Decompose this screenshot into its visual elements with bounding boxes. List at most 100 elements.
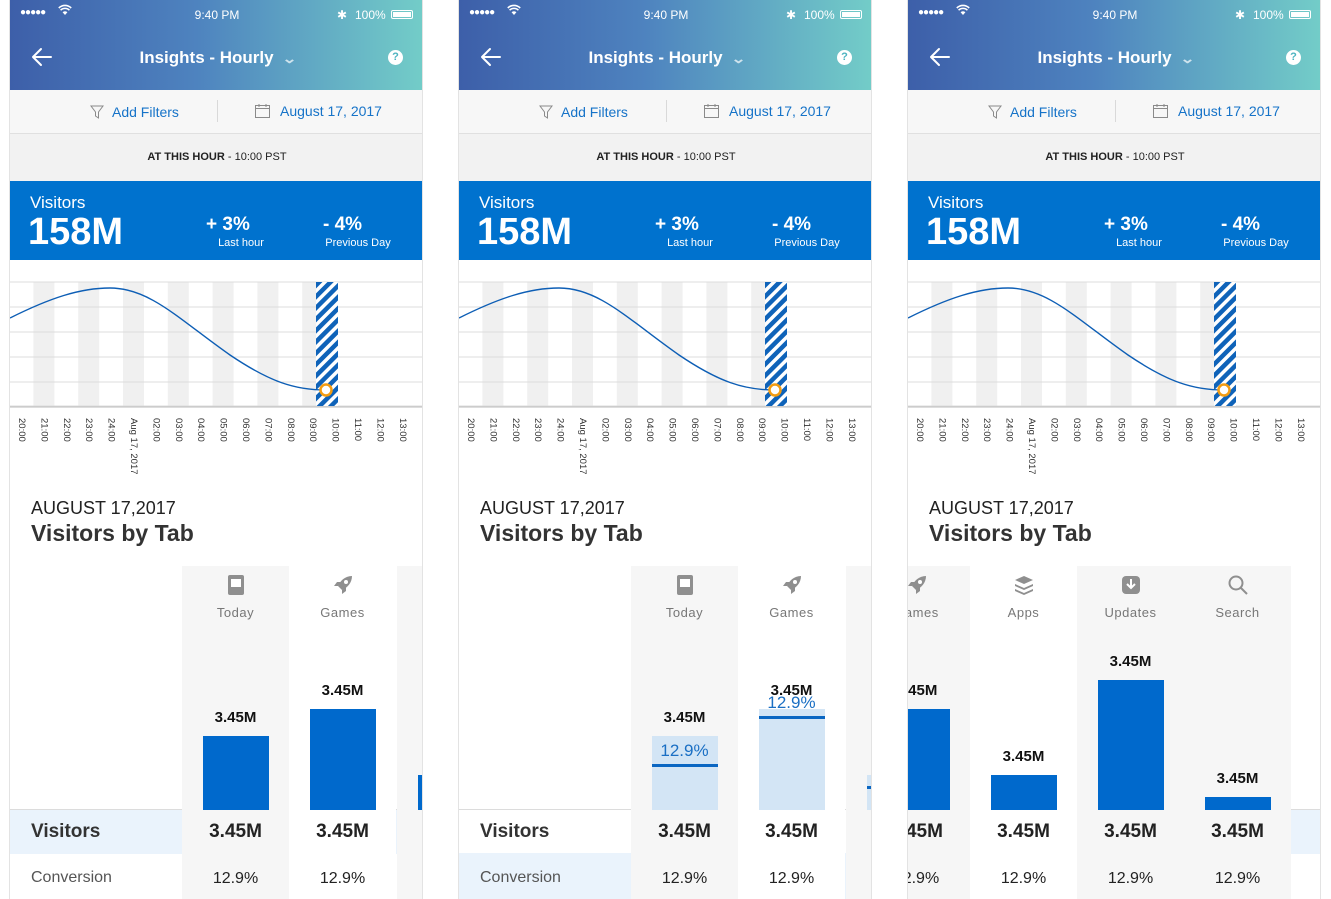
filter-bar: Add Filters August 17, 2017 xyxy=(908,90,1320,134)
tab-column-updates[interactable]: Updates 3.45M 3.45M 12.9% xyxy=(1077,566,1184,899)
back-arrow-icon[interactable] xyxy=(928,45,952,69)
tab-column-today[interactable]: Today 3.45M 3.45M 12.9% xyxy=(182,566,289,899)
x-tick-label: 12:00 xyxy=(374,418,385,442)
x-tick-label: 13:00 xyxy=(1295,418,1306,442)
x-tick-label: 07:00 xyxy=(1160,418,1171,442)
add-filters-button[interactable]: Add Filters xyxy=(988,104,1077,120)
tab-visitors-bar[interactable] xyxy=(908,709,950,810)
tab-column-games[interactable]: Games 3.45M 3.45M 12.9% 12.9% xyxy=(738,566,845,899)
tab-visitors-bar[interactable] xyxy=(1205,797,1271,810)
tab-column-games[interactable]: Games 3.45M 3.45M 12.9% xyxy=(289,566,396,899)
visitors-by-tab-chart[interactable]: Visitors Conversion Games3.45M3.45M12.9%… xyxy=(908,566,1320,899)
add-filters-button[interactable]: Add Filters xyxy=(539,104,628,120)
conversion-level-line xyxy=(759,716,825,719)
tab-column-games[interactable]: Games 3.45M 3.45M 12.9% xyxy=(908,566,970,899)
hourly-trend-chart[interactable]: 20:00 21:00 22:00 23:00 24:00 Aug 17, 2017 02:… xyxy=(459,260,872,480)
tab-column-apps[interactable]: Apps 3.45M 3.45M 12.9% xyxy=(397,566,422,899)
tab-visitors-bar[interactable] xyxy=(652,736,718,810)
date-picker-button[interactable]: August 17, 2017 xyxy=(704,103,831,119)
battery-icon xyxy=(391,10,413,19)
x-tick-label: 20:00 xyxy=(465,418,476,442)
x-tick-label: 13:00 xyxy=(397,418,408,442)
x-tick-label: 03:00 xyxy=(1071,418,1082,442)
page-title[interactable]: Insights - Hourly ⌄ xyxy=(908,48,1320,68)
page-title[interactable]: Insights - Hourly ⌄ xyxy=(459,48,871,68)
kpi-value: 158M xyxy=(28,211,124,253)
back-arrow-icon[interactable] xyxy=(30,45,54,69)
hour-band xyxy=(572,282,593,406)
tab-bar-value: 3.45M xyxy=(1216,770,1259,787)
date-picker-button[interactable]: August 17, 2017 xyxy=(255,103,382,119)
x-tick-label: 08:00 xyxy=(285,418,296,442)
battery-percent: 100% xyxy=(804,8,835,22)
x-tick-label: 08:00 xyxy=(734,418,745,442)
x-tick-label: 24:00 xyxy=(1004,418,1015,442)
tab-visitors-bar[interactable] xyxy=(867,775,871,810)
x-tick-label: 21:00 xyxy=(936,418,947,442)
add-filters-button[interactable]: Add Filters xyxy=(90,104,179,120)
x-tick-label: 12:00 xyxy=(823,418,834,442)
tab-column-today[interactable]: Today 3.45M 3.45M 12.9% 12.9% xyxy=(631,566,738,899)
x-tick-label: 23:00 xyxy=(83,418,94,442)
search-icon xyxy=(1184,574,1291,598)
date-label: August 17, 2017 xyxy=(729,103,831,119)
trend-line xyxy=(459,287,776,391)
current-value-marker[interactable] xyxy=(319,383,333,397)
visitors-by-tab-chart[interactable]: Visitors Conversion Today 3.45M 3.45M 12.9%… xyxy=(459,566,871,899)
apps-icon xyxy=(970,574,1077,598)
tab-visitors-value: 3.45M xyxy=(1211,821,1264,842)
tab-visitors-bar[interactable] xyxy=(1098,680,1164,810)
games-icon xyxy=(738,574,845,598)
last-hour-label: Last hour xyxy=(667,237,713,249)
date-label: August 17, 2017 xyxy=(280,103,382,119)
hourly-trend-chart[interactable]: 20:00 21:00 22:00 23:00 24:00 Aug 17, 2017 02:… xyxy=(908,260,1321,480)
previous-day-delta: - 4% xyxy=(323,214,363,235)
back-arrow-icon[interactable] xyxy=(479,45,503,69)
current-hour-column[interactable] xyxy=(765,282,787,406)
hour-band xyxy=(212,282,234,406)
hour-band xyxy=(482,282,504,406)
tab-bar-value: 3.45M xyxy=(1109,653,1152,670)
tab-column-apps[interactable]: Apps 3.45M 3.45M 12.9% xyxy=(970,566,1077,899)
current-hour-column[interactable] xyxy=(1214,282,1236,406)
hour-band xyxy=(706,282,728,406)
tab-bar-value: 3.45M xyxy=(1002,748,1045,765)
hour-band xyxy=(1021,282,1042,406)
tab-name: Today xyxy=(665,605,704,620)
current-value-marker[interactable] xyxy=(768,383,782,397)
chevron-down-icon: ⌄ xyxy=(281,51,297,66)
status-bar: ●●●●● 9:40 PM ✱ 100% xyxy=(10,0,422,30)
tab-name: Games xyxy=(769,605,814,620)
add-filters-label: Add Filters xyxy=(1010,104,1077,120)
help-icon[interactable]: ? xyxy=(388,50,403,65)
signal-icon: ●●●●● xyxy=(20,7,46,18)
current-hour-banner: AT THIS HOUR - 10:00 PST xyxy=(908,134,1320,181)
x-tick-label: 04:00 xyxy=(1093,418,1104,442)
help-icon[interactable]: ? xyxy=(837,50,852,65)
tab-visitors-bar[interactable] xyxy=(310,709,376,810)
previous-day-label: Previous Day xyxy=(774,237,840,249)
x-tick-label: 23:00 xyxy=(981,418,992,442)
tab-visitors-bar[interactable] xyxy=(203,736,269,810)
hour-band xyxy=(78,282,100,406)
tab-visitors-bar[interactable] xyxy=(991,775,1057,810)
visitors-by-tab-chart[interactable]: Visitors Conversion Today 3.45M 3.45M 12.9%… xyxy=(10,566,422,899)
x-tick-label: 20:00 xyxy=(914,418,925,442)
filter-bar: Add Filters August 17, 2017 xyxy=(459,90,871,134)
tab-visitors-bar[interactable] xyxy=(418,775,422,810)
hour-band xyxy=(1065,282,1087,406)
current-value-marker[interactable] xyxy=(1217,383,1231,397)
previous-day-delta: - 4% xyxy=(772,214,812,235)
date-picker-button[interactable]: August 17, 2017 xyxy=(1153,103,1280,119)
hourly-trend-chart[interactable]: 20:00 21:00 22:00 23:00 24:00 Aug 17, 2017 02:… xyxy=(10,260,423,480)
x-tick-label: 10:00 xyxy=(330,418,341,442)
page-title[interactable]: Insights - Hourly ⌄ xyxy=(10,48,422,68)
tab-column-updates[interactable]: Search 3.45M 3.45M 12.9% xyxy=(1184,566,1291,899)
tab-visitors-bar[interactable] xyxy=(759,709,825,810)
add-filters-label: Add Filters xyxy=(561,104,628,120)
help-icon[interactable]: ? xyxy=(1286,50,1301,65)
current-hour-column[interactable] xyxy=(316,282,338,406)
tab-bar-value: 3.45M xyxy=(908,682,938,699)
x-tick-label: 10:00 xyxy=(1228,418,1239,442)
